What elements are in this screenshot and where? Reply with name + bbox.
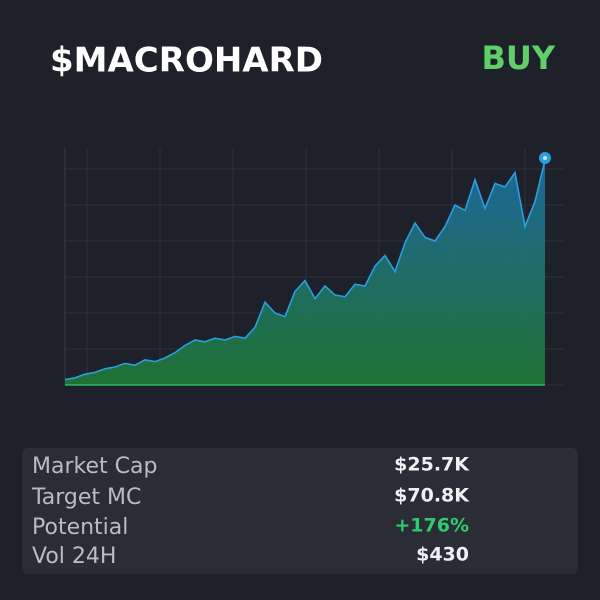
stat-value: $70.8K <box>394 485 470 507</box>
stats: Market Cap $25.7K Target MC $70.8K Potential… <box>31 454 470 570</box>
chart <box>64 148 565 386</box>
stat-value: $25.7K <box>394 454 470 476</box>
buy-label: BUY <box>481 39 555 77</box>
area-fill <box>65 160 545 385</box>
stat-label: Potential <box>32 515 128 540</box>
stats-panel <box>22 448 578 574</box>
stat-value: +176% <box>394 515 469 537</box>
stat-label: Target MC <box>31 485 141 510</box>
price-line <box>64 159 546 381</box>
stat-label: Vol 24H <box>32 544 116 569</box>
last-point-center <box>543 156 547 160</box>
token-title: $MACROHARD <box>50 41 323 81</box>
stat-label: Market Cap <box>32 454 157 479</box>
stat-value: $430 <box>416 544 469 566</box>
